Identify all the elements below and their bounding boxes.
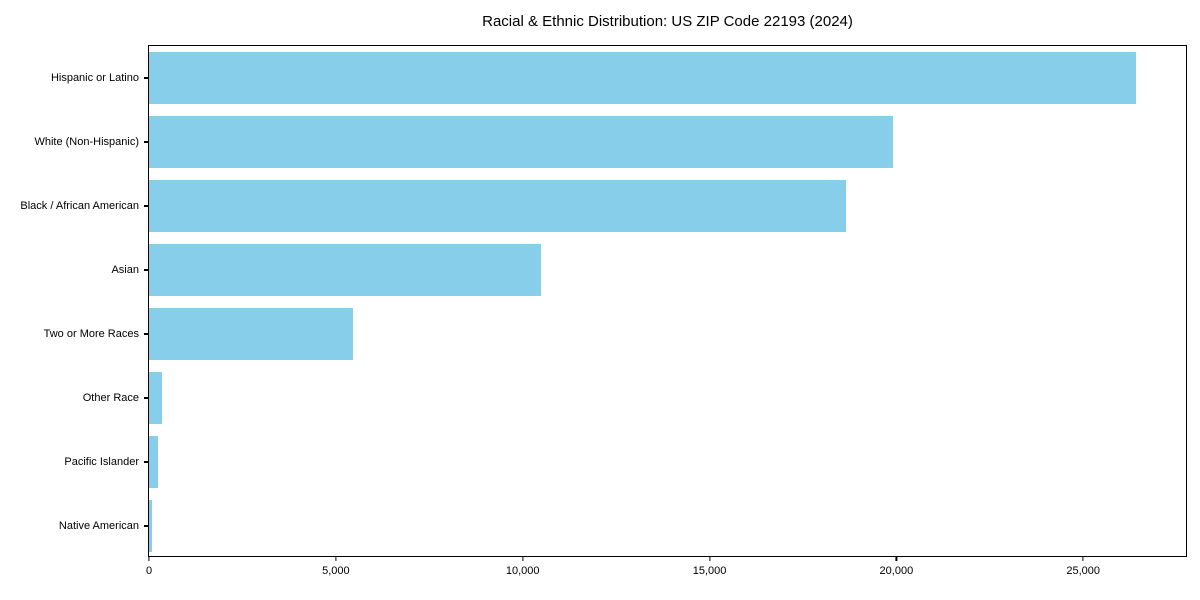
y-tick-label: Black / African American xyxy=(20,200,139,212)
y-axis-tick xyxy=(144,141,149,143)
y-tick-label: Native American xyxy=(58,520,139,532)
x-tick-label: 0 xyxy=(145,565,153,577)
y-axis-tick xyxy=(144,333,149,335)
bar xyxy=(149,116,893,168)
x-axis-tick xyxy=(148,556,150,561)
y-tick-label: Hispanic or Latino xyxy=(50,72,139,84)
y-axis-tick xyxy=(144,269,149,271)
x-tick-label: 10,000 xyxy=(505,565,540,577)
x-axis-tick xyxy=(335,556,337,561)
x-axis-tick xyxy=(522,556,524,561)
x-axis-tick xyxy=(895,556,897,561)
bar xyxy=(149,372,163,424)
x-axis-tick xyxy=(708,556,711,561)
y-axis-tick xyxy=(144,525,149,527)
y-axis-tick xyxy=(144,205,149,207)
y-tick-label: White (Non-Hispanic) xyxy=(34,136,139,148)
bar xyxy=(149,500,153,552)
y-tick-label: Asian xyxy=(111,264,139,276)
bar xyxy=(149,244,542,296)
y-tick-label: Two or More Races xyxy=(43,328,139,340)
bar xyxy=(149,436,159,488)
bar xyxy=(149,52,1136,104)
bar xyxy=(149,180,846,232)
plot-area: Hispanic or Latino White (Non-Hispanic) Bl… xyxy=(20,45,1187,577)
x-tick-label: 20,000 xyxy=(879,565,914,577)
bar xyxy=(149,308,353,360)
x-tick-label: 15,000 xyxy=(692,565,727,577)
x-tick-label: 25,000 xyxy=(1066,565,1101,577)
y-axis-tick xyxy=(144,77,149,79)
chart-title: Racial & Ethnic Distribution: US ZIP Cod… xyxy=(482,13,853,30)
y-tick-label: Other Race xyxy=(82,392,139,404)
x-axis-tick xyxy=(1082,556,1084,561)
x-tick-label: 5,000 xyxy=(322,565,350,577)
y-tick-label: Pacific Islander xyxy=(64,456,139,468)
y-axis-tick xyxy=(144,461,149,463)
y-axis-tick xyxy=(144,397,149,399)
